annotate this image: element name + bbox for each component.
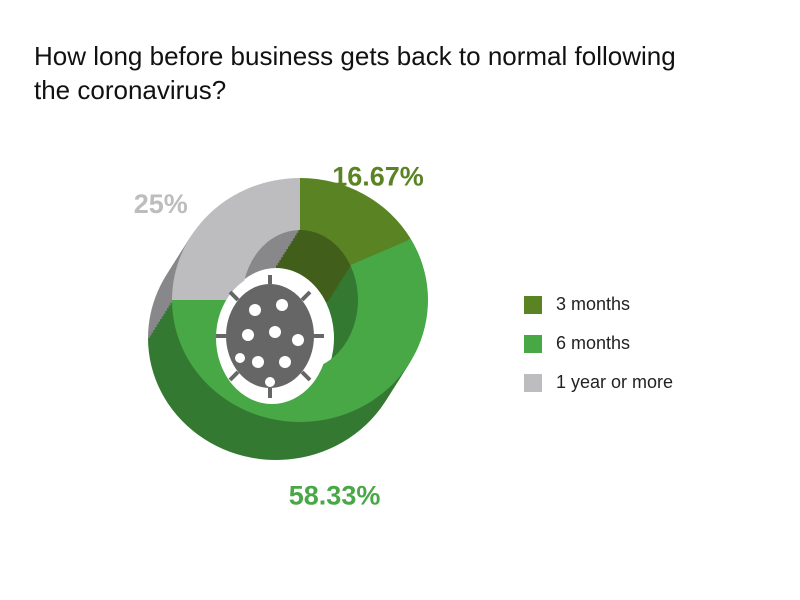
legend-label: 1 year or more — [556, 372, 673, 392]
donut — [147, 178, 428, 460]
legend-swatch — [524, 374, 542, 392]
virus-dots — [235, 299, 304, 387]
slice — [172, 178, 300, 300]
value-label: 16.67% — [332, 161, 424, 191]
virus-icon — [216, 272, 328, 404]
chart-title: How long before business gets back to no… — [34, 41, 676, 105]
virus-body — [226, 284, 314, 388]
value-label: 58.33% — [289, 480, 381, 510]
virus-spikes — [216, 275, 324, 398]
slice — [300, 178, 411, 266]
legend-swatch — [524, 296, 542, 314]
value-label: 25% — [134, 189, 188, 219]
legend-label: 6 months — [556, 333, 630, 353]
legend-label: 3 months — [556, 294, 630, 314]
legend-swatch — [524, 335, 542, 353]
legend: 3 months 6 months 1 year or more — [524, 294, 673, 392]
